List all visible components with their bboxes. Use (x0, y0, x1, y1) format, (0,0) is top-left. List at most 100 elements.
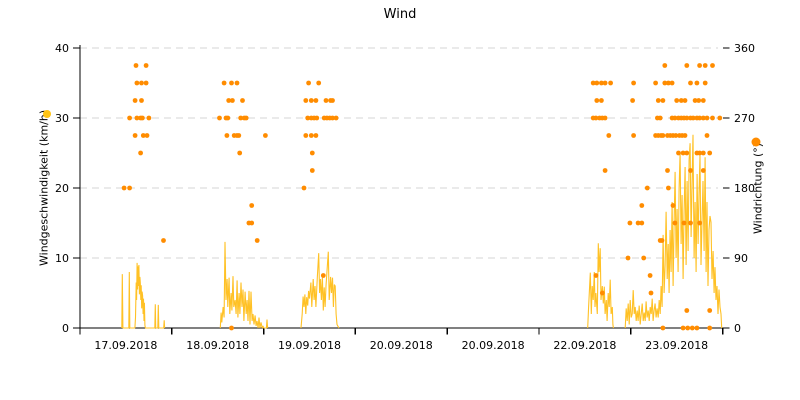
wind-direction-point (690, 115, 696, 121)
wind-direction-point (657, 115, 663, 121)
wind-direction-point (330, 115, 335, 121)
wind-direction-point (138, 150, 144, 156)
wind-direction-point (717, 115, 723, 121)
wind-direction-point (639, 203, 645, 208)
wind-direction-point (689, 325, 695, 331)
wind-direction-point (631, 80, 636, 86)
wind-direction-point (249, 220, 255, 226)
wind-direction-point (217, 115, 222, 121)
wind-direction-point (684, 63, 690, 68)
wind-direction-point (602, 168, 608, 173)
y-right-tick-label: 90 (734, 252, 748, 265)
wind-direction-point (140, 133, 146, 138)
wind-direction-point (672, 115, 678, 121)
y-left-tick-label: 30 (55, 112, 69, 125)
wind-direction-point (625, 255, 631, 261)
wind-direction-point (710, 63, 715, 68)
wind-direction-point (680, 150, 686, 156)
wind-direction-point (635, 220, 641, 226)
y-left-tick-label: 10 (55, 252, 69, 265)
wind-direction-point (697, 150, 702, 156)
wind-direction-point (594, 80, 600, 86)
wind-direction-point (161, 238, 166, 243)
wind-direction-point (684, 308, 690, 313)
wind-direction-point (704, 115, 710, 121)
wind-direction-point (143, 80, 149, 86)
wind-direction-point (127, 185, 132, 191)
wind-direction-point (627, 220, 633, 226)
wind-direction-point (323, 98, 329, 103)
wind-direction-point (676, 150, 681, 156)
wind-direction-point (608, 80, 613, 86)
wind-direction-point (694, 325, 700, 331)
wind-direction-point (139, 80, 144, 86)
wind-direction-point (674, 98, 680, 103)
wind-direction-point (639, 220, 645, 226)
wind-direction-point (134, 115, 140, 121)
y-left-tick-label: 40 (55, 42, 69, 55)
wind-direction-point (659, 238, 665, 243)
wind-direction-point (309, 150, 315, 156)
wind-direction-point (316, 80, 322, 86)
wind-speed-legend-dot (43, 110, 51, 118)
wind-direction-point (670, 203, 676, 208)
wind-direction-point (602, 115, 608, 121)
wind-direction-point (700, 150, 706, 156)
wind-direction-point (697, 115, 702, 121)
x-axis-date-label: 18.09.2018 (186, 339, 249, 352)
wind-direction-point (330, 98, 335, 103)
wind-direction-point (225, 115, 231, 121)
x-axis-date-label: 19.09.2018 (278, 339, 341, 352)
wind-direction-point (648, 290, 654, 296)
wind-direction-point (238, 115, 244, 121)
wind-direction-point (593, 273, 599, 278)
x-axis-date-label: 22.09.2018 (553, 339, 616, 352)
wind-direction-point (599, 98, 604, 103)
wind-direction-point (146, 115, 152, 121)
wind-direction-point (660, 133, 666, 138)
wind-speed-line-segment (624, 134, 723, 329)
wind-direction-point (263, 133, 268, 138)
wind-direction-point (653, 80, 658, 86)
wind-direction-point (254, 238, 260, 243)
wind-direction-point (240, 98, 245, 103)
wind-direction-point (684, 150, 690, 156)
wind-speed-line-segment (121, 262, 166, 329)
wind-direction-point (133, 63, 139, 68)
wind-direction-point (301, 185, 307, 191)
wind-direction-point (590, 80, 596, 86)
wind-direction-point (306, 80, 311, 86)
wind-direction-point (644, 185, 650, 191)
wind-speed-line-segment (219, 241, 269, 329)
wind-direction-point (243, 115, 249, 121)
wind-direction-point (702, 80, 708, 86)
wind-direction-point (303, 133, 309, 138)
wind-direction-point (333, 115, 339, 121)
chart-title: Wind (383, 7, 417, 22)
wind-direction-point (704, 133, 710, 138)
wind-direction-point (234, 80, 240, 86)
wind-direction-point (599, 80, 604, 86)
wind-direction-point (707, 150, 713, 156)
wind-direction-point (313, 98, 319, 103)
wind-direction-point (666, 80, 671, 86)
wind-direction-point (224, 133, 230, 138)
wind-direction-point (230, 98, 235, 103)
y-right-tick-label: 180 (734, 182, 755, 195)
wind-direction-point (229, 325, 234, 331)
wind-direction-point (593, 115, 599, 121)
wind-direction-point (680, 325, 686, 331)
wind-direction-point (236, 133, 242, 138)
wind-direction-point (697, 220, 702, 226)
wind-direction-point (144, 133, 150, 138)
wind-direction-point (606, 133, 612, 138)
wind-direction-point (630, 98, 635, 103)
wind-direction-point (684, 115, 690, 121)
wind-direction-point (710, 115, 715, 121)
wind-direction-point (696, 98, 702, 103)
wind-direction-point (697, 63, 702, 68)
y-left-tick-label: 20 (55, 182, 69, 195)
y-right-tick-label: 360 (734, 42, 755, 55)
wind-direction-point (660, 325, 666, 331)
